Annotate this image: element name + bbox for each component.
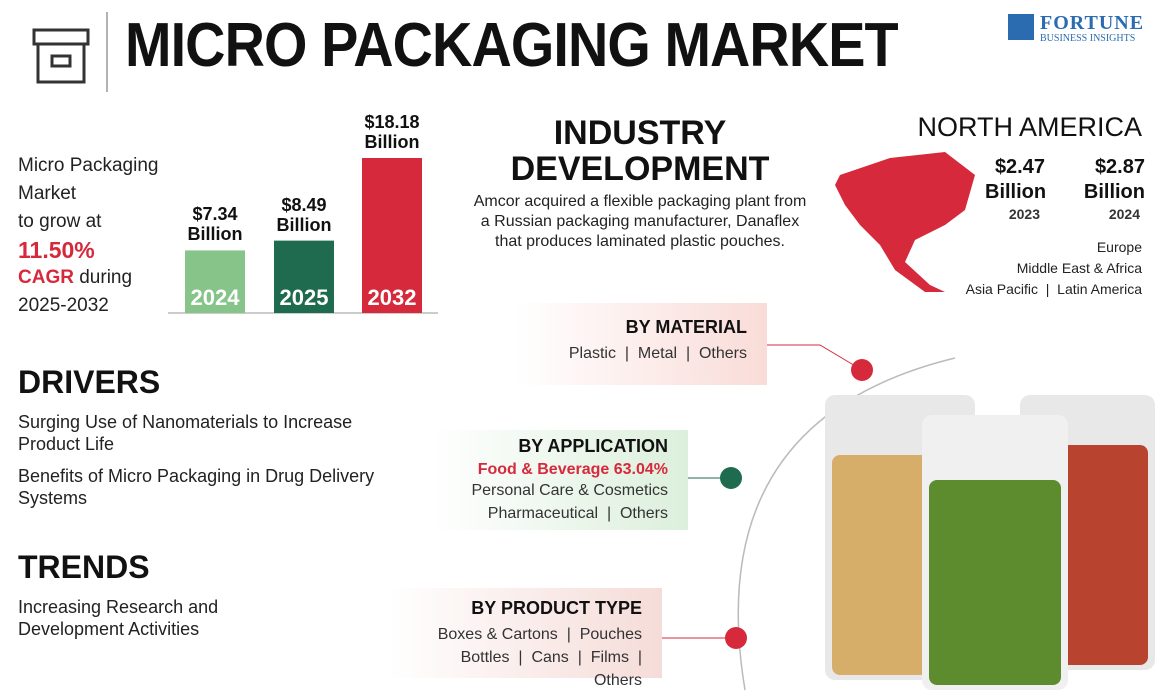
row: Middle East & Africa xyxy=(966,258,1142,279)
bar xyxy=(185,250,245,313)
row: Boxes & Cartons | Pouches xyxy=(408,623,642,646)
drivers: DRIVERS Surging Use of Nanomaterials to … xyxy=(18,364,388,509)
region-amount: $2.47 Billion xyxy=(985,156,1047,203)
separator: | xyxy=(1037,281,1058,297)
row-item: Cans xyxy=(531,649,569,666)
icon xyxy=(32,28,90,84)
region-amount: $2.87 Billion xyxy=(1083,156,1145,203)
x-tick-label: 2025 xyxy=(279,285,329,310)
driver: Surging Use of Nanomaterials to Increase… xyxy=(18,412,353,454)
driver: Benefits of Micro Packaging in Drug Deli… xyxy=(18,466,375,508)
row-item: Others xyxy=(698,345,747,362)
row-item: Europe xyxy=(1096,239,1142,255)
bags xyxy=(825,395,1155,690)
marker xyxy=(851,359,873,381)
growth-line: to grow at xyxy=(18,211,102,232)
row: Europe xyxy=(966,237,1142,258)
marker xyxy=(725,627,747,649)
during: during xyxy=(79,267,133,288)
row-item: Others xyxy=(619,505,668,522)
row-item: Metal xyxy=(637,345,678,362)
row-item: Personal Care & Cosmetics xyxy=(471,482,668,499)
cagr-label: CAGR xyxy=(18,267,74,288)
brand-logo xyxy=(1008,14,1034,40)
map xyxy=(835,152,975,292)
separator: | xyxy=(585,649,642,689)
bar xyxy=(274,240,334,313)
separator: | xyxy=(598,505,620,522)
region-year: 2023 xyxy=(1008,206,1040,222)
row: Asia Pacific | Latin America xyxy=(966,279,1142,300)
row: Plastic | Metal | Others xyxy=(535,342,747,365)
row-item: Pouches xyxy=(579,626,642,643)
bar-label: $18.18 Billion xyxy=(364,112,420,152)
segment-title: BY APPLICATION xyxy=(518,436,668,456)
row-item: Latin America xyxy=(1057,281,1142,297)
marker xyxy=(720,467,742,489)
segment-title: BY PRODUCT TYPE xyxy=(471,598,642,618)
row-item: Middle East & Africa xyxy=(1016,260,1142,276)
region-title: NORTH AMERICA xyxy=(917,112,1142,142)
separator: | xyxy=(615,345,638,362)
cagr: 11.50% xyxy=(18,237,95,263)
title: MICRO PACKAGING MARKET xyxy=(125,11,899,80)
drivers-title: DRIVERS xyxy=(18,364,161,400)
segment: BY APPLICATION Food & Beverage 63.04% Pers… xyxy=(432,430,688,530)
x-tick-label: 2032 xyxy=(367,285,417,310)
row-item: Others xyxy=(593,672,642,689)
connector xyxy=(767,344,863,371)
arc xyxy=(737,357,956,691)
x-tick-label: 2024 xyxy=(190,285,240,310)
row-item: Bottles xyxy=(460,649,510,666)
segment: BY PRODUCT TYPE Boxes & Cartons | Pouches… xyxy=(388,588,662,689)
segment-title: BY MATERIAL xyxy=(625,317,747,337)
row-item: Plastic xyxy=(568,345,616,362)
bar xyxy=(362,158,422,313)
separator: | xyxy=(509,649,532,666)
segment: BY MATERIAL Plastic | Metal | Others xyxy=(515,303,767,385)
trends: TRENDS Increasing Research and Developme… xyxy=(18,549,268,640)
industry-text: Amcor acquired a flexible packaging plan… xyxy=(473,193,807,250)
growth: Micro Packaging Market to grow at 11.50%… xyxy=(18,152,158,320)
row: Pharmaceutical | Others xyxy=(452,502,668,525)
growth-line: Market xyxy=(18,183,77,204)
industry-title: INDUSTRY DEVELOPMENT xyxy=(510,114,770,188)
growth-line: Micro Packaging xyxy=(18,155,159,176)
row-item: Films xyxy=(590,649,629,666)
separator: | xyxy=(677,345,699,362)
bar-label: $7.34 Billion xyxy=(187,204,243,245)
trend: Increasing Research and Development Acti… xyxy=(18,597,219,639)
row-item: Asia Pacific xyxy=(965,281,1038,297)
segment-highlight: Food & Beverage 63.04% xyxy=(477,461,668,478)
region-year: 2024 xyxy=(1108,206,1140,222)
row-item: Boxes & Cartons xyxy=(437,626,558,643)
row: Bottles | Cans | Films | Others xyxy=(408,646,642,692)
separator: | xyxy=(568,649,591,666)
bar-label: $8.49 Billion xyxy=(276,194,332,235)
trends-title: TRENDS xyxy=(18,549,150,585)
row: Personal Care & Cosmetics xyxy=(452,479,668,502)
period: 2025-2032 xyxy=(18,295,109,316)
row-item: Pharmaceutical xyxy=(487,505,599,522)
brand-sub: BUSINESS INSIGHTS xyxy=(1040,33,1136,44)
brand: FORTUNE xyxy=(1040,12,1145,34)
other-regions: Europe Middle East & Africa Asia Pacific |… xyxy=(966,237,1142,300)
separator: | xyxy=(557,626,580,643)
